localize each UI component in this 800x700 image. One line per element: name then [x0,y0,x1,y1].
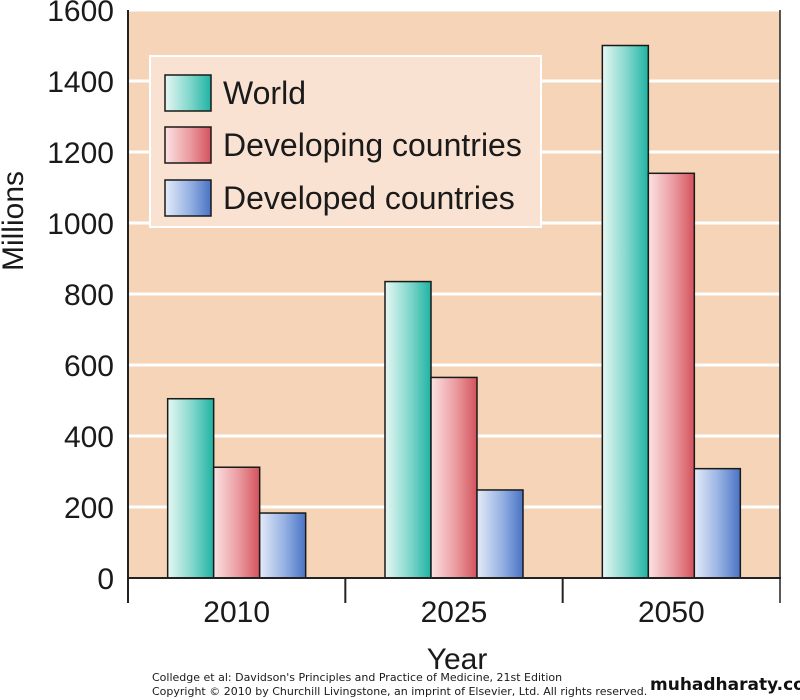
y-tick-labels: 0 200 400 600 800 1000 1200 1400 1600 [47,0,114,596]
legend: World Developing countries Developed count… [149,55,542,228]
bar-developing-countries-2010 [212,466,261,579]
legend-swatch-world [164,74,212,112]
y-tick-label: 1000 [47,208,114,241]
x-tick-label: 2050 [638,596,705,629]
caption-line-1: Colledge et al: Davidson's Principles an… [152,671,563,684]
bar-developing-countries-2025 [430,376,478,579]
y-tick-label: 0 [97,563,114,596]
bars [166,44,742,579]
y-axis-title: Millions [0,171,30,271]
x-axis-title: Year [427,643,488,676]
x-tick-labels: 2010 2025 2050 [203,578,705,629]
y-tick-label: 1600 [47,0,114,28]
bar-world-2010 [166,397,215,579]
legend-swatch-developing-countries [164,126,212,164]
y-tick-label: 800 [64,279,114,312]
x-tick-label: 2010 [203,596,270,629]
y-tick-label: 1200 [47,137,114,170]
bar-developed-countries-2010 [258,512,307,579]
bar-world-2050 [601,44,650,579]
bar-developed-countries-2050 [693,467,742,579]
legend-label: Developing countries [223,127,522,163]
caption-line-2: Copyright © 2010 by Churchill Livingston… [152,685,648,698]
y-tick-label: 400 [64,421,114,454]
y-tick-label: 200 [64,492,114,525]
legend-label: Developed countries [223,180,515,216]
legend-swatch-developed-countries [164,179,212,217]
axes [127,10,781,603]
legend-label: World [223,75,306,111]
watermark: muhadharaty.com [650,675,800,695]
legend-box [149,55,542,228]
x-tick-label: 2025 [421,596,488,629]
bar-world-2025 [384,280,432,579]
y-tick-label: 600 [64,350,114,383]
y-tick-label: 1400 [47,66,114,99]
bar-developed-countries-2025 [476,489,524,579]
bar-developing-countries-2050 [647,172,696,579]
